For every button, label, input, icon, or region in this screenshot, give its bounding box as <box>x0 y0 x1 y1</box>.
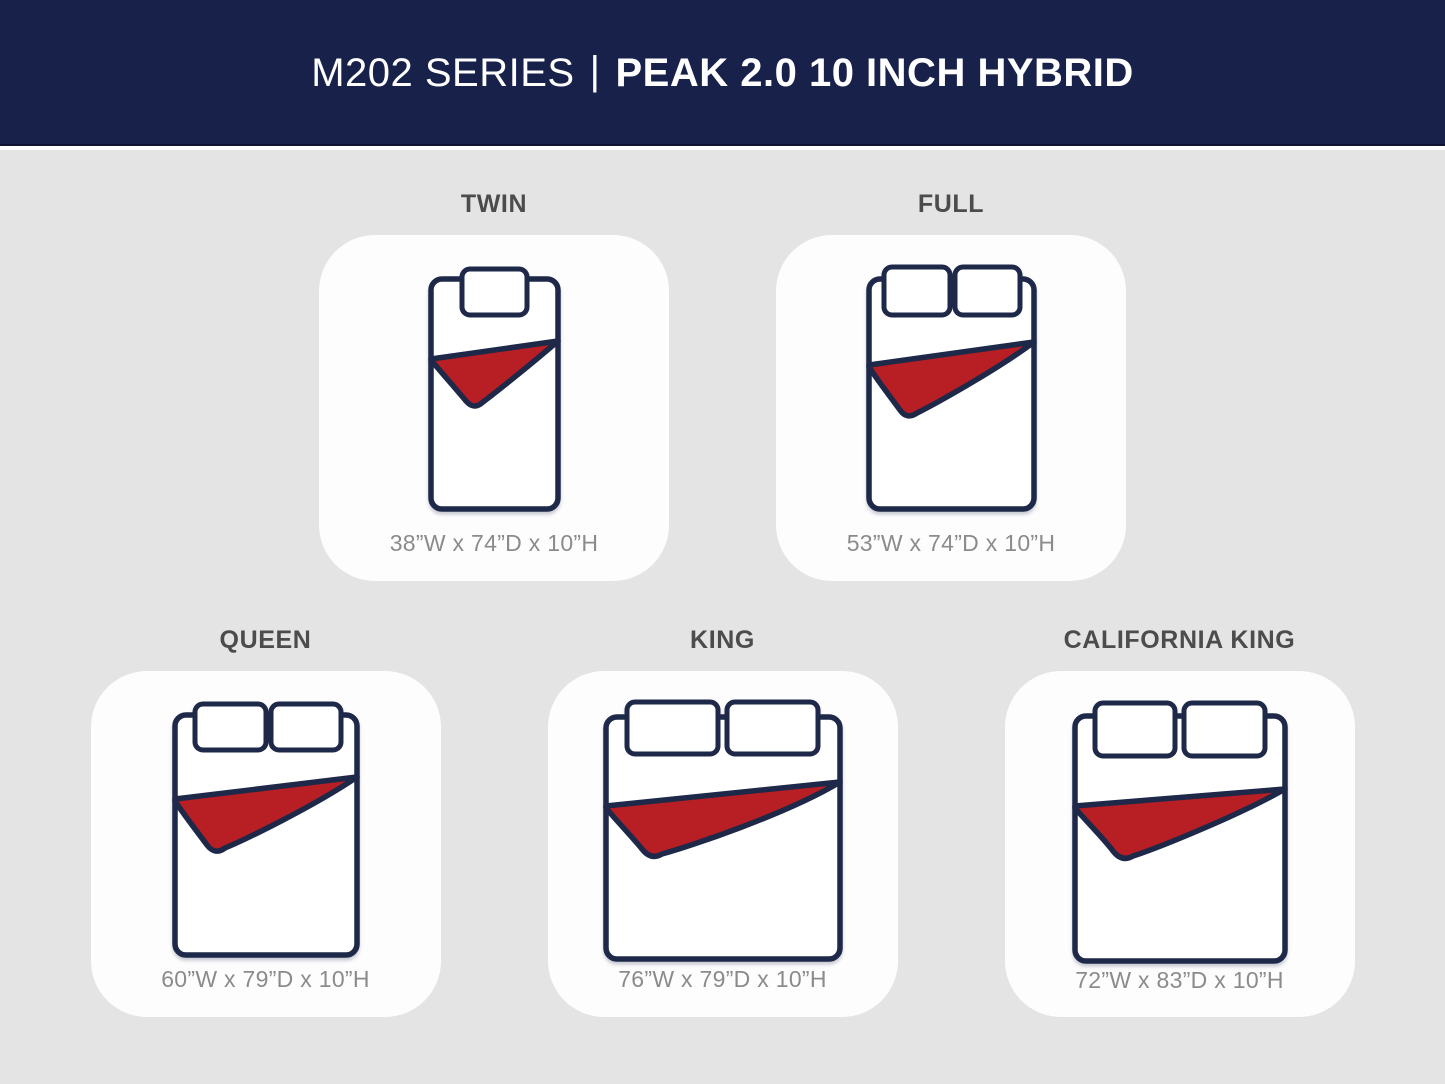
size-column-california-king: CALIFORNIA KING 72”W x 83”D x 10”H <box>1004 625 1355 1017</box>
header-banner: M202 SERIES | PEAK 2.0 10 INCH HYBRID <box>0 0 1445 150</box>
bed-icon-full <box>865 264 1037 512</box>
blanket-fold-icon <box>865 339 1037 419</box>
mattress-outline <box>602 714 843 962</box>
pillow-icon <box>881 264 952 318</box>
pillow-icon <box>724 699 820 757</box>
bed-icon-king <box>602 699 843 962</box>
size-label-california-king: CALIFORNIA KING <box>1063 626 1296 654</box>
size-card-king: 76”W x 79”D x 10”H <box>547 671 898 1017</box>
dimensions-text-king: 76”W x 79”D x 10”H <box>618 966 827 992</box>
size-column-twin: TWIN 38”W x 74”D x 10”H <box>319 189 669 581</box>
page-title: M202 SERIES | PEAK 2.0 10 INCH HYBRID <box>311 48 1134 96</box>
size-label-full: FULL <box>917 190 985 218</box>
pillow-icon <box>268 701 343 753</box>
pillow-icon <box>459 266 529 318</box>
product-name: PEAK 2.0 10 INCH HYBRID <box>615 50 1134 95</box>
size-row-top: TWIN 38”W x 74”D x 10”H FULL 53”W x 74”D… <box>0 189 1445 581</box>
pillow-icon <box>1181 700 1267 759</box>
size-card-queen: 60”W x 79”D x 10”H <box>90 671 441 1017</box>
pillow-icon <box>1092 700 1177 759</box>
size-column-king: KING 76”W x 79”D x 10”H <box>547 625 898 1017</box>
bed-icon-california-king <box>1071 700 1288 964</box>
pillow-icon <box>624 699 720 757</box>
bed-icon-queen <box>171 701 360 958</box>
blanket-fold-icon <box>171 774 360 854</box>
series-name: M202 SERIES <box>311 50 575 95</box>
size-column-full: FULL 53”W x 74”D x 10”H <box>776 189 1126 581</box>
blanket-fold-icon <box>427 338 561 409</box>
size-label-twin: TWIN <box>460 190 528 218</box>
size-card-california-king: 72”W x 83”D x 10”H <box>1004 671 1355 1017</box>
blanket-fold-icon <box>1071 786 1288 862</box>
dimensions-text-full: 53”W x 74”D x 10”H <box>846 530 1056 556</box>
size-column-queen: QUEEN 60”W x 79”D x 10”H <box>90 625 441 1017</box>
dimensions-text-twin: 38”W x 74”D x 10”H <box>389 530 599 556</box>
size-label-king: KING <box>690 626 755 654</box>
size-card-twin: 38”W x 74”D x 10”H <box>319 235 669 581</box>
title-separator: | <box>589 48 601 93</box>
size-label-queen: QUEEN <box>219 626 312 654</box>
pillow-icon <box>952 264 1022 318</box>
size-row-bottom: QUEEN 60”W x 79”D x 10”H KING 76”W x 79”… <box>0 625 1445 1017</box>
size-card-full: 53”W x 74”D x 10”H <box>776 235 1126 581</box>
pillow-icon <box>192 701 268 753</box>
dimensions-text-california-king: 72”W x 83”D x 10”H <box>1075 967 1284 993</box>
dimensions-text-queen: 60”W x 79”D x 10”H <box>161 966 370 992</box>
bed-icon-twin <box>427 266 561 512</box>
blanket-fold-icon <box>602 779 843 860</box>
